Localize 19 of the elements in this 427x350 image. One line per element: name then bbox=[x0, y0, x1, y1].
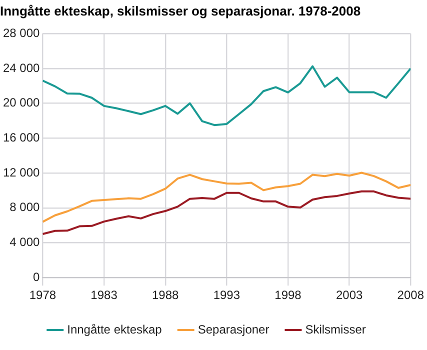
x-tick-label: 2008 bbox=[397, 288, 424, 302]
legend-label: Separasjoner bbox=[198, 322, 270, 336]
y-tick-label: 20 000 bbox=[3, 96, 40, 110]
x-tick-label: 1998 bbox=[274, 288, 302, 302]
x-tick-label: 1988 bbox=[152, 288, 180, 302]
y-tick-label: 12 000 bbox=[3, 165, 40, 180]
y-tick-label: 28 000 bbox=[3, 26, 40, 40]
x-tick-label: 1978 bbox=[29, 288, 56, 302]
legend-label: Skilsmisser bbox=[305, 322, 366, 336]
chart-title: Inngåtte ekteskap, skilsmisser og separasjonar. 1978-2008 bbox=[0, 3, 361, 18]
y-tick-label: 16 000 bbox=[3, 130, 40, 144]
y-tick-label: 4 000 bbox=[10, 235, 40, 250]
x-tick-label: 2003 bbox=[336, 288, 363, 302]
y-tick-label: 0 bbox=[33, 270, 40, 284]
legend-label: Inngåtte ekteskap bbox=[67, 322, 162, 336]
x-tick-label: 1983 bbox=[90, 288, 118, 302]
y-tick-label: 8 000 bbox=[10, 200, 40, 214]
x-tick-label: 1993 bbox=[213, 288, 240, 302]
y-tick-label: 24 000 bbox=[3, 60, 40, 75]
